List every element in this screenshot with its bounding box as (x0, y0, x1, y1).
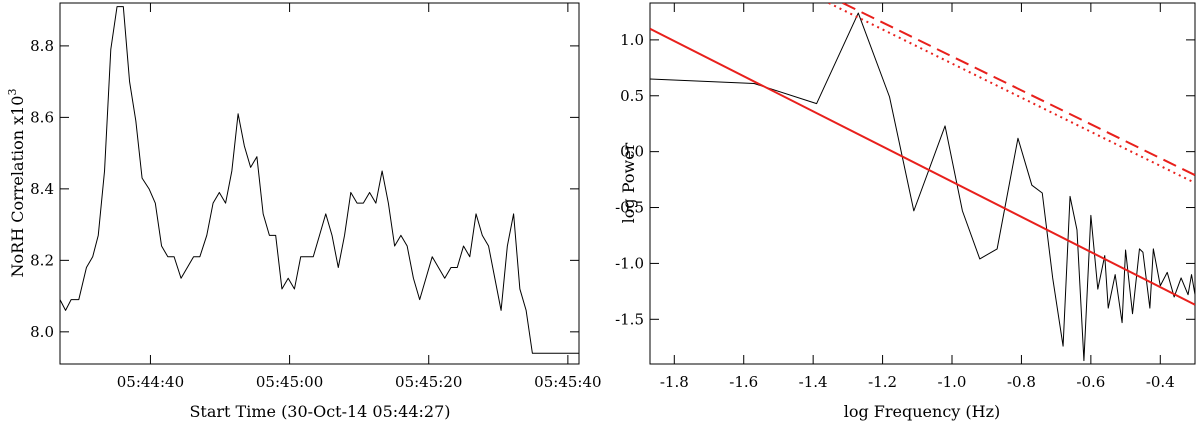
left-x-tick-label: 05:45:00 (256, 373, 323, 391)
right-x-tick-label: -0.4 (1146, 373, 1175, 391)
right-series-line-0 (650, 12, 1195, 362)
right-y-tick-label: -0.5 (615, 199, 644, 217)
left-y-tick-label: 8.6 (30, 108, 54, 126)
left-y-axis-title-exponent: 3 (6, 89, 19, 96)
right-x-tick-label: -0.6 (1076, 373, 1105, 391)
right-x-tick-label: -1.6 (729, 373, 758, 391)
left-y-tick-label: 8.2 (30, 251, 54, 269)
left-x-tick-label: 05:45:20 (395, 373, 462, 391)
right-chart: -1.8 -1.6 -1.4 -1.2 -1.0 -0.8 -0.6 -0.4 -1.5 -1.… (615, 2, 1196, 421)
right-x-axis-title: log Frequency (Hz) (844, 402, 1001, 421)
right-x-tick-label: -1.2 (868, 373, 897, 391)
right-y-tick-label: -1.5 (615, 310, 644, 328)
right-y-axis-title: log Power (619, 142, 638, 223)
right-y-tick-label: -1.0 (615, 254, 644, 272)
right-series-line-1 (650, 27, 1195, 306)
right-x-tick-label: -1.8 (660, 373, 689, 391)
left-x-axis-title: Start Time (30-Oct-14 05:44:27) (189, 402, 450, 421)
right-x-tick-label: -0.8 (1007, 373, 1036, 391)
left-chart: 05:44:40 05:45:00 05:45:20 05:45:40 8.0 8.2 8… (6, 2, 602, 421)
right-plot-frame (649, 2, 1196, 365)
right-y-tick-label: 0.5 (620, 87, 644, 105)
right-y-tick-label: 1.0 (620, 31, 644, 49)
right-y-tick-label: 0.0 (620, 143, 644, 161)
left-y-axis-title-main: NoRH Correlation x10 (8, 96, 27, 278)
right-x-tick-label: -1.0 (938, 373, 967, 391)
right-x-tick-label: -1.4 (799, 373, 828, 391)
left-series-line-0 (60, 6, 579, 354)
left-plot-frame (59, 2, 580, 365)
left-y-tick-label: 8.0 (30, 323, 54, 341)
right-series-line-2 (828, 3, 1195, 184)
left-y-tick-label: 8.8 (30, 37, 54, 55)
left-y-tick-label: 8.4 (30, 180, 54, 198)
left-x-tick-label: 05:45:40 (534, 373, 601, 391)
left-y-axis-title: NoRH Correlation x103 (6, 89, 27, 278)
right-series-line-3 (842, 3, 1195, 177)
left-x-tick-label: 05:44:40 (117, 373, 184, 391)
